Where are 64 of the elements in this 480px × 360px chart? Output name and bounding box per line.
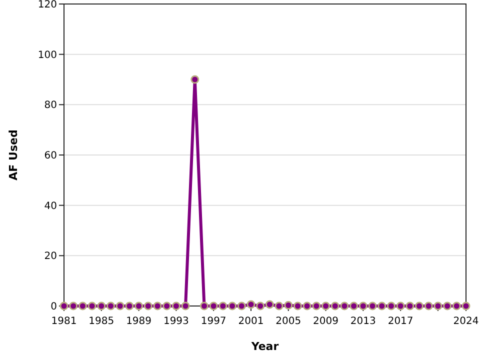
x-tick-label: 2001 [238,316,264,327]
point [162,302,172,310]
point [284,300,293,310]
point [106,302,115,310]
point [322,302,330,310]
point [256,302,265,310]
x-tick-label: 2013 [350,316,376,327]
point [340,302,349,310]
x-tick-label: 2024 [453,316,479,327]
y-tick-label: 40 [44,200,57,212]
point [378,302,386,310]
point [274,302,284,310]
y-tick-label: 120 [38,0,57,10]
point [293,302,302,310]
point [443,302,452,310]
point [88,302,96,310]
point [424,302,433,310]
point [209,302,218,310]
point [452,302,461,310]
x-tick-label: 1997 [200,316,226,327]
point [190,75,200,84]
point [134,302,144,310]
x-tick-label: 1993 [163,316,189,327]
point [181,302,190,310]
x-tick-label: 1981 [51,316,77,327]
y-tick-label: 80 [44,100,57,112]
point [144,302,152,310]
point [246,300,256,309]
point [125,302,134,310]
point [218,302,228,310]
y-axis-title: AF Used [7,130,20,180]
point [172,302,180,310]
point [78,302,87,310]
point [396,302,405,310]
point [200,302,208,310]
y-tick-label: 60 [44,150,57,162]
x-tick-label: 2017 [388,316,414,327]
point [302,302,312,310]
point [358,302,368,310]
x-axis-title: Year [250,340,280,353]
x-tick-label: 1985 [88,316,114,327]
x-tick-label: 1989 [126,316,152,327]
point [350,302,358,310]
point [60,302,68,310]
point [434,302,442,310]
y-tick-label: 20 [44,251,57,262]
y-tick-label: 0 [50,302,57,312]
point [69,302,78,310]
point [116,302,124,310]
y-tick-label: 100 [38,50,57,61]
point [415,302,424,310]
point [406,302,414,310]
x-tick-label: 2005 [276,316,302,327]
point [153,302,162,310]
point [462,302,470,310]
x-tick-label: 2009 [313,316,338,327]
point [368,302,377,310]
point [330,302,340,310]
point [265,300,274,309]
point [97,302,106,310]
point [312,302,321,310]
point [237,302,246,310]
point [228,302,237,310]
point [386,302,396,310]
